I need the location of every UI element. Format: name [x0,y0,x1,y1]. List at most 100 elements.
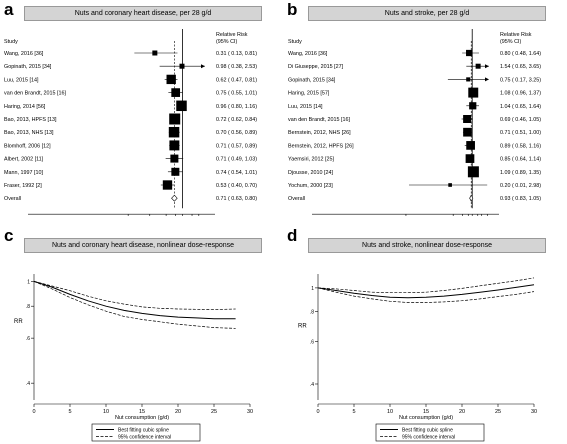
dose-response-stroke: .4 .6 .8 1 RR 0 5 10 15 20 25 30 Nut consumption (g/… [298,274,537,442]
stroke-ci-arrow [485,77,489,82]
chd-study-label: Bao, 2013, NHS [13] [4,130,54,136]
chd-dr-x-tick-label: 10 [103,409,109,415]
chd-dr-y-axis-label: RR [14,319,23,325]
chd-dr-y-tick-label: .6 [26,336,30,342]
stroke-dr-y-tick-label: 1 [311,286,314,292]
stroke-point-box [463,115,472,123]
stroke-dr-y-axis-label: RR [298,323,307,329]
stroke-study-rr: 0.80 ( 0.48, 1.64) [500,51,541,57]
stroke-study-rr: 1.04 ( 0.65, 1.64) [500,104,541,110]
stroke-study-label: Bernstein, 2012, NHS [26] [288,130,351,136]
chd-study-rr: 0.75 ( 0.55, 1.01) [216,91,257,97]
chd-dr-ci-line [33,281,236,310]
panel-c-letter: c [4,226,14,245]
chd-study-rr: 0.70 ( 0.56, 0.89) [216,130,257,136]
stroke-dr-ci-line [317,287,535,303]
chd-study-label: Mann, 1997 [10] [4,170,43,176]
chd-dr-x-tick-label: 20 [175,409,181,415]
stroke-study-rr: 0.71 ( 0.51, 1.00) [500,130,541,136]
stroke-overall-diamond [469,194,474,202]
stroke-dr-y-tick-label: .6 [310,339,314,345]
chd-study-label: Haring, 2014 [56] [4,104,46,110]
stroke-rr-header-2: (95% CI) [500,39,521,45]
chd-study-label: Luu, 2015 [14] [4,77,39,83]
stroke-point-box [469,102,477,110]
chd-study-rr: 0.71 ( 0.49, 1.03) [216,157,257,163]
stroke-dr-legend-label: 95% confidence interval [402,435,455,441]
stroke-dr-x-axis-label: Nut consumption (g/d) [399,415,453,421]
chd-ci-arrow [201,64,205,69]
stroke-study-label: Yochum, 2000 [23] [288,183,333,189]
chd-study-rr: 0.96 ( 0.80, 1.16) [216,104,257,110]
stroke-study-rr: 0.20 ( 0.01, 2.98) [500,183,541,189]
stroke-overall-rr: 0.93 ( 0.83, 1.05) [500,196,541,202]
chd-dr-y-tick-label: .4 [26,381,30,387]
chd-point-box [166,74,176,85]
chd-rr-header-2: (95% CI) [216,39,237,45]
chd-point-box [152,50,158,56]
stroke-study-label: Yaemsiri, 2012 [25] [288,157,335,163]
stroke-dr-legend-box [375,423,485,442]
stroke-dr-x-tick-label: 25 [495,409,501,415]
panel-a-letter: a [4,0,14,19]
chd-overall-label: Overall [4,196,21,202]
stroke-study-rr: 0.69 ( 0.46, 1.05) [500,117,541,123]
chd-study-rr: 0.62 ( 0.47, 0.81) [216,77,257,83]
chd-study-label: Blomhoff, 2006 [12] [4,143,51,149]
chd-dr-y-tick-label: .8 [26,304,30,310]
chd-dr-legend-label: Best fitting cubic spline [118,428,169,434]
stroke-rr-header-1: Relative Risk [500,32,532,38]
panel-b-title: Nuts and stroke, per 28 g/d [308,6,546,21]
stroke-dr-y-tick-label: .8 [310,309,314,315]
forest-plot-stroke: Study Relative Risk(95% CI) Wang, 2016 [36… [288,29,541,216]
chd-study-rr: 0.74 ( 0.54, 1.01) [216,170,257,176]
chd-dr-x-tick-label: 0 [32,409,35,415]
chd-study-rr: 0.53 ( 0.40, 0.70) [216,183,257,189]
chd-study-rr: 0.72 ( 0.62, 0.84) [216,117,257,123]
chd-dr-x-axis-label: Nut consumption (g/d) [115,415,169,421]
chd-point-box [169,140,180,151]
chd-point-box [171,167,180,176]
stroke-dr-y-tick-label: .4 [310,382,314,388]
stroke-point-box [466,77,471,82]
stroke-study-label: Wang, 2016 [36] [288,51,328,57]
chd-dr-x-tick-label: 25 [211,409,217,415]
stroke-point-box [465,154,475,163]
stroke-dr-x-tick-label: 20 [459,409,465,415]
stroke-study-rr: 0.85 ( 0.64, 1.14) [500,157,541,163]
chd-study-label: van den Brandt, 2015 [16] [4,91,67,97]
chd-point-box [169,113,181,125]
stroke-study-rr: 0.89 ( 0.58, 1.16) [500,143,541,149]
panel-d-title: Nuts and stroke, nonlinear dose-response [308,238,546,253]
chd-rr-header-1: Relative Risk [216,32,248,38]
chd-dr-x-tick-label: 5 [68,409,71,415]
stroke-study-label: van den Brandt, 2015 [16] [288,117,351,123]
chd-dr-x-tick-label: 15 [139,409,145,415]
chd-study-rr: 0.98 ( 0.38, 2.53) [216,64,257,70]
chd-study-header: Study [4,39,18,45]
stroke-study-rr: 0.75 ( 0.17, 3.25) [500,77,541,83]
stroke-dr-legend-label: Best fitting cubic spline [402,428,453,434]
stroke-overall-label: Overall [288,196,305,202]
panel-d-letter: d [287,226,298,245]
chd-study-label: Gopinath, 2015 [34] [4,64,52,70]
stroke-dr-x-tick-label: 5 [352,409,355,415]
chd-dr-legend-label: 95% confidence interval [118,435,171,441]
stroke-dr-x-tick-label: 15 [423,409,429,415]
stroke-point-box [475,63,481,69]
chd-dr-y-tick-label: 1 [27,279,30,285]
chd-study-label: Fraser, 1992 [2] [4,183,42,189]
chd-study-rr: 0.31 ( 0.13, 0.81) [216,51,257,57]
forest-plot-chd: Study Relative Risk(95% CI) Wang, 2016 [36… [4,29,257,216]
chd-study-label: Wang, 2016 [36] [4,51,44,57]
stroke-dr-x-tick-label: 30 [531,409,537,415]
stroke-dr-spline-line [317,284,535,299]
chd-dr-spline-line [33,280,236,320]
chd-point-box [168,126,180,138]
chd-dr-legend-box [91,423,201,442]
chd-overall-diamond [171,194,178,202]
stroke-point-box [467,166,479,178]
stroke-point-box [466,141,475,150]
stroke-study-label: Djousse, 2010 [24] [288,170,333,176]
stroke-study-header: Study [288,39,302,45]
